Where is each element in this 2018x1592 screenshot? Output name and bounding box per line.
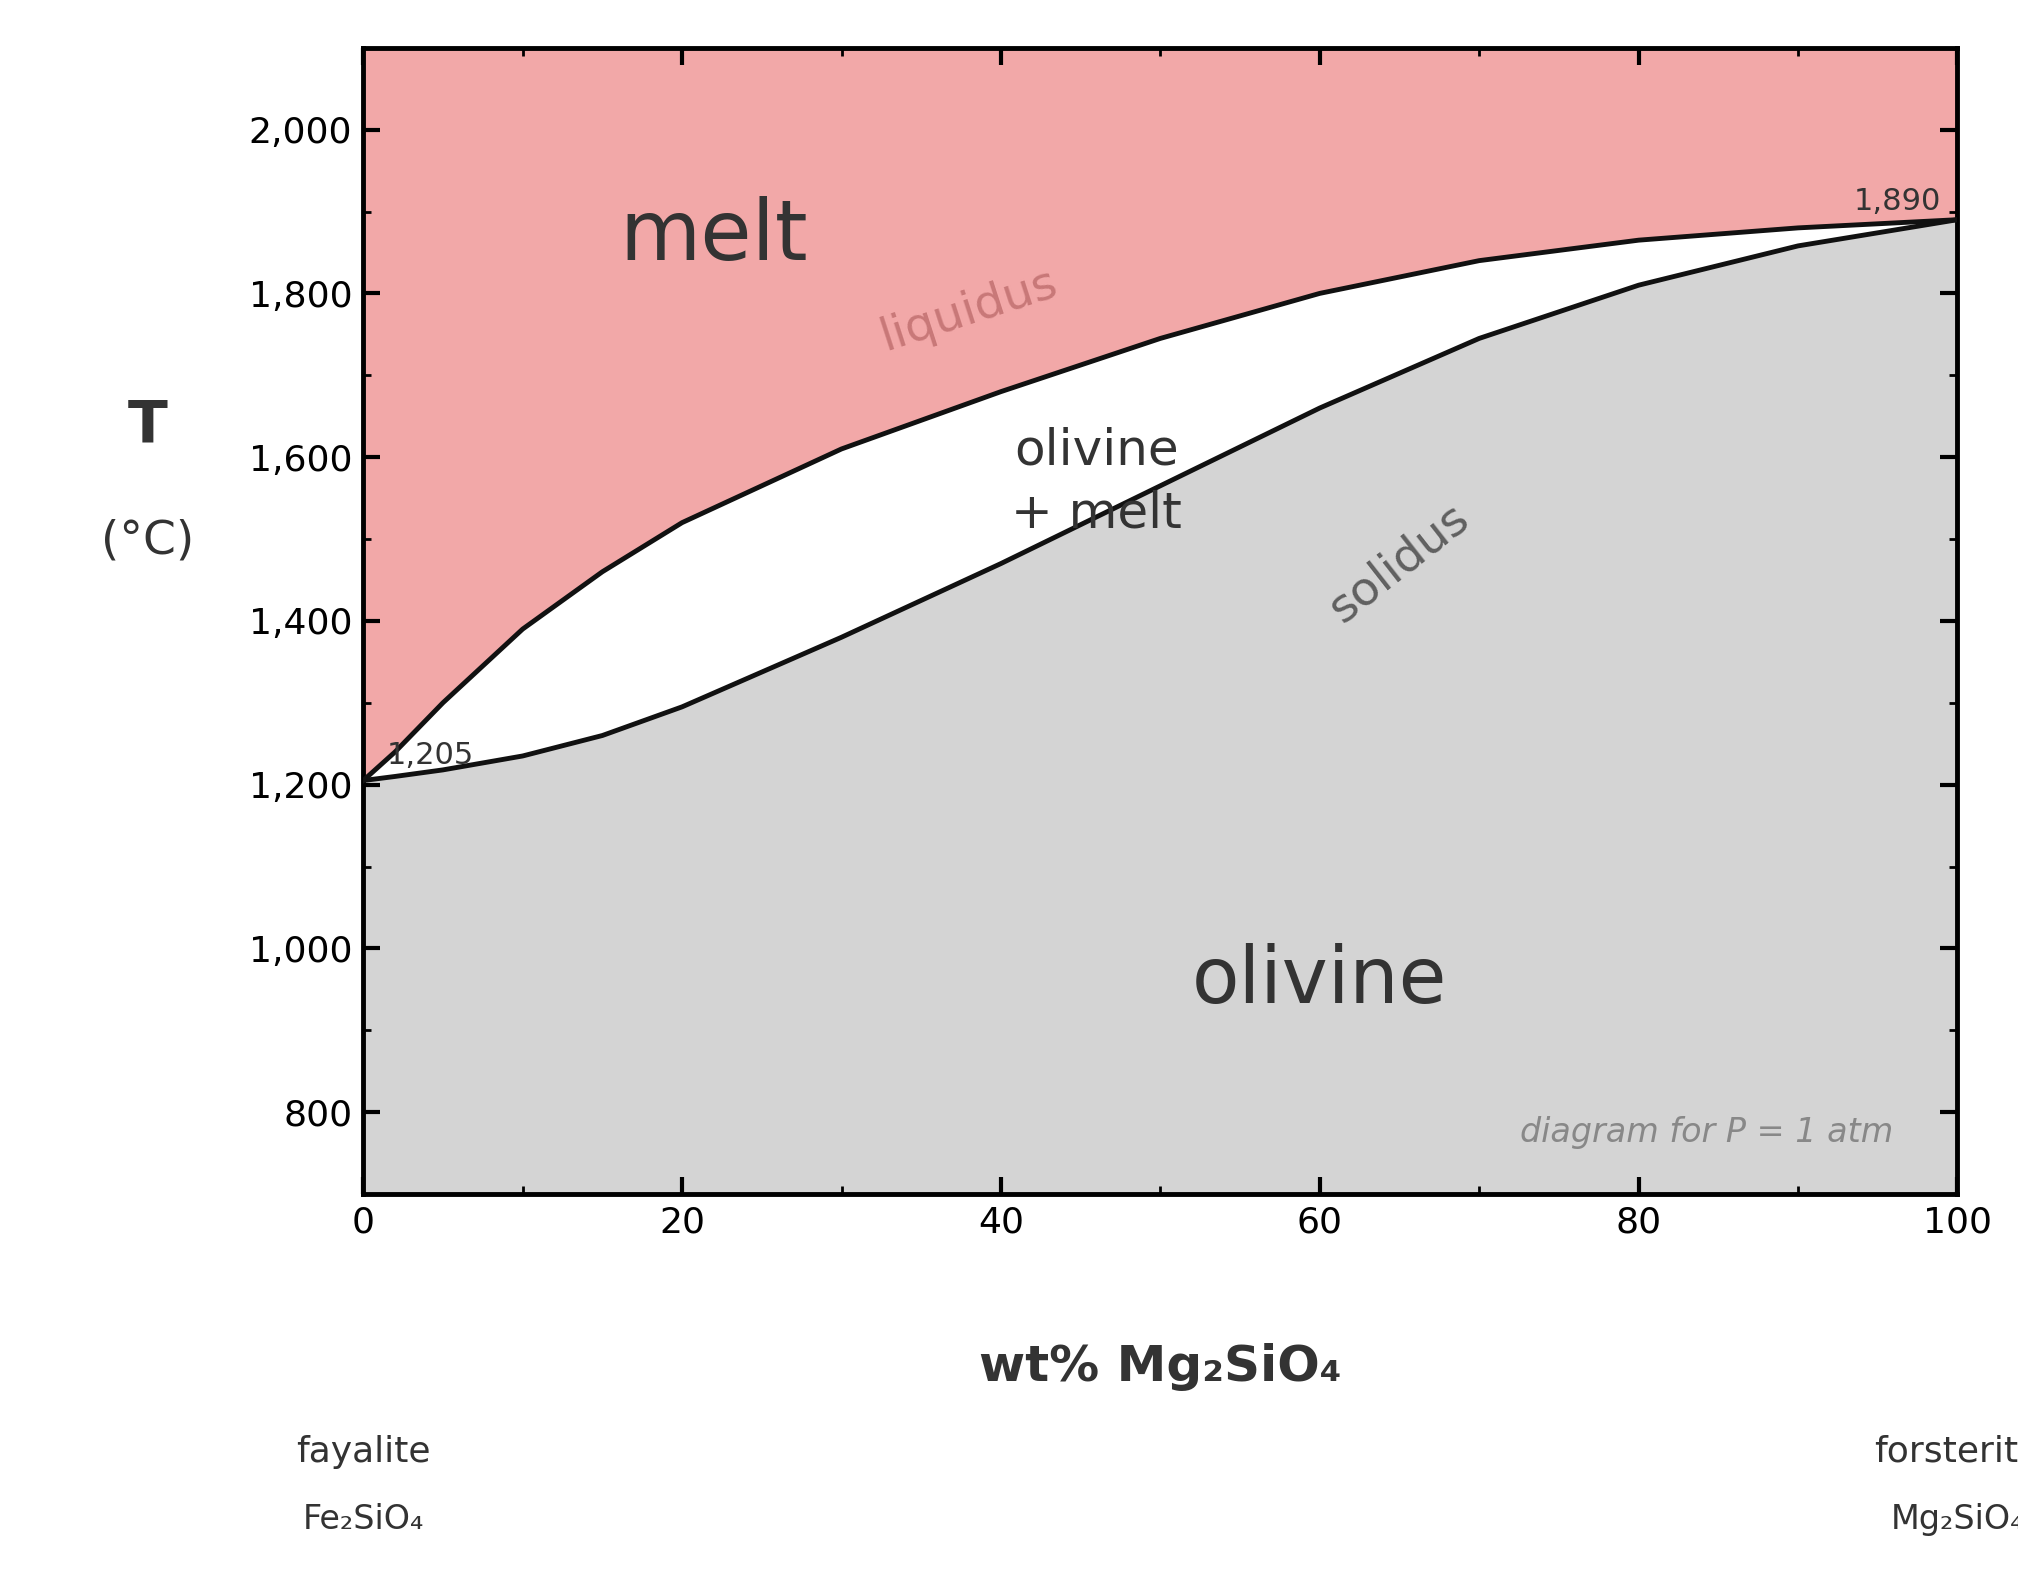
Text: T: T	[127, 398, 167, 455]
Text: 1,890: 1,890	[1855, 186, 1941, 215]
Text: Fe₂SiO₄: Fe₂SiO₄	[303, 1503, 424, 1536]
Text: forsterite: forsterite	[1875, 1434, 2018, 1469]
Text: (°C): (°C)	[101, 517, 194, 564]
Text: wt% Mg₂SiO₄: wt% Mg₂SiO₄	[979, 1344, 1342, 1391]
Text: 1,205: 1,205	[387, 740, 474, 771]
Text: olivine: olivine	[1193, 942, 1447, 1019]
Text: melt: melt	[620, 196, 809, 277]
Text: diagram for P = 1 atm: diagram for P = 1 atm	[1520, 1116, 1893, 1149]
Text: fayalite: fayalite	[297, 1434, 430, 1469]
Text: olivine
+ melt: olivine + melt	[1011, 427, 1183, 537]
Text: solidus: solidus	[1322, 495, 1477, 632]
Text: liquidus: liquidus	[874, 259, 1063, 360]
Text: Mg₂SiO₄: Mg₂SiO₄	[1891, 1503, 2018, 1536]
